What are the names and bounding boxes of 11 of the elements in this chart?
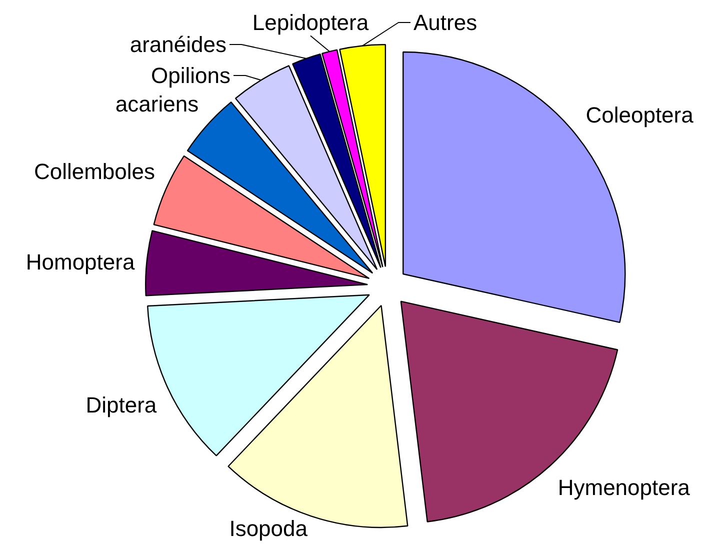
slice-label: Autres: [414, 10, 478, 35]
slice-label: acariens: [115, 92, 199, 117]
slice-label: Collemboles: [34, 159, 156, 184]
slice-label: Opilions: [151, 63, 231, 88]
slice-label: aranéides: [130, 32, 227, 57]
slice-label: Diptera: [86, 392, 158, 418]
slice-label: Isopoda: [229, 516, 308, 542]
slice-label: Lepidoptera: [252, 10, 370, 35]
slice-label: Coleoptera: [586, 102, 694, 128]
slice-label: Hymenoptera: [558, 474, 691, 500]
slice-label: Homoptera: [26, 249, 136, 274]
